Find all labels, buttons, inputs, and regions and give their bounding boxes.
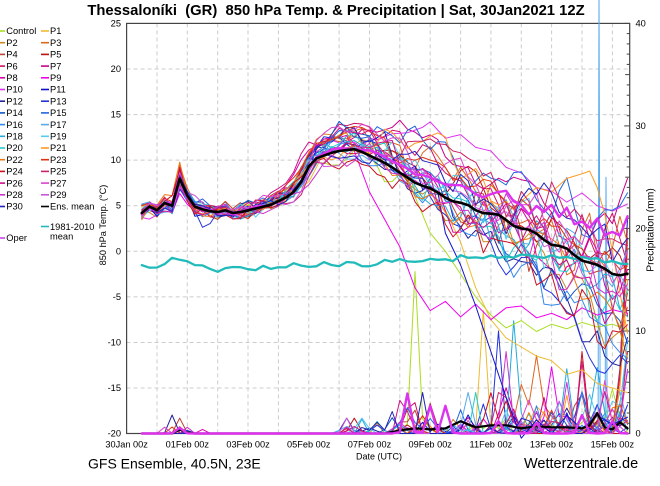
svg-text:P21: P21 bbox=[50, 143, 67, 153]
svg-text:15Feb 00z: 15Feb 00z bbox=[591, 440, 635, 450]
svg-text:P14: P14 bbox=[6, 108, 23, 118]
svg-text:P16: P16 bbox=[6, 120, 23, 130]
svg-text:Precipitation (mm): Precipitation (mm) bbox=[646, 188, 657, 272]
svg-text:P8: P8 bbox=[6, 73, 17, 83]
svg-text:-10: -10 bbox=[108, 337, 121, 347]
svg-text:P30: P30 bbox=[6, 202, 23, 212]
svg-text:P25: P25 bbox=[50, 167, 67, 177]
svg-text:P9: P9 bbox=[50, 73, 61, 83]
svg-text:03Feb 00z: 03Feb 00z bbox=[226, 440, 270, 450]
svg-text:P28: P28 bbox=[6, 190, 23, 200]
svg-text:Oper: Oper bbox=[6, 233, 27, 243]
svg-text:30Jan 00z: 30Jan 00z bbox=[105, 440, 148, 450]
svg-text:05Feb 00z: 05Feb 00z bbox=[287, 440, 331, 450]
svg-text:07Feb 00z: 07Feb 00z bbox=[348, 440, 392, 450]
svg-text:40: 40 bbox=[636, 18, 646, 28]
svg-text:P27: P27 bbox=[50, 178, 67, 188]
svg-text:P17: P17 bbox=[50, 120, 67, 130]
svg-text:P24: P24 bbox=[6, 167, 23, 177]
svg-text:01Feb 00z: 01Feb 00z bbox=[166, 440, 210, 450]
svg-text:P10: P10 bbox=[6, 85, 23, 95]
svg-text:-15: -15 bbox=[108, 383, 121, 393]
svg-text:25: 25 bbox=[111, 18, 121, 28]
svg-text:P2: P2 bbox=[6, 38, 17, 48]
svg-text:-20: -20 bbox=[108, 429, 121, 439]
svg-text:20: 20 bbox=[111, 64, 121, 74]
svg-text:13Feb 00z: 13Feb 00z bbox=[530, 440, 574, 450]
svg-text:30: 30 bbox=[636, 121, 646, 131]
svg-text:10: 10 bbox=[111, 155, 121, 165]
svg-text:P20: P20 bbox=[6, 143, 23, 153]
svg-text:P5: P5 bbox=[50, 50, 61, 60]
svg-text:Control: Control bbox=[6, 26, 36, 36]
svg-text:P3: P3 bbox=[50, 38, 61, 48]
svg-text:P11: P11 bbox=[50, 85, 66, 95]
svg-text:Date (UTC): Date (UTC) bbox=[356, 452, 402, 462]
svg-text:P12: P12 bbox=[6, 96, 23, 106]
svg-text:mean: mean bbox=[50, 232, 73, 242]
svg-text:Thessaloníki (GR) 850 hPa Te: Thessaloníki (GR) 850 hPa Temp. & Precip… bbox=[87, 3, 584, 19]
svg-text:-5: -5 bbox=[113, 292, 121, 302]
svg-text:P13: P13 bbox=[50, 96, 67, 106]
svg-text:Wetterzentrale.de: Wetterzentrale.de bbox=[524, 456, 638, 472]
svg-text:P22: P22 bbox=[6, 155, 23, 165]
svg-text:5: 5 bbox=[116, 201, 121, 211]
svg-text:P19: P19 bbox=[50, 132, 67, 142]
svg-text:P29: P29 bbox=[50, 190, 67, 200]
svg-text:0: 0 bbox=[116, 246, 121, 256]
svg-text:09Feb 00z: 09Feb 00z bbox=[408, 440, 452, 450]
svg-text:P23: P23 bbox=[50, 155, 67, 165]
svg-text:1981-2010: 1981-2010 bbox=[50, 222, 94, 232]
svg-text:P15: P15 bbox=[50, 108, 67, 118]
svg-text:P18: P18 bbox=[6, 132, 23, 142]
svg-text:Ens. mean: Ens. mean bbox=[50, 202, 94, 212]
svg-text:P1: P1 bbox=[50, 26, 61, 36]
svg-text:P6: P6 bbox=[6, 61, 17, 71]
svg-text:11Feb 00z: 11Feb 00z bbox=[470, 440, 513, 450]
svg-text:GFS Ensemble, 40.5N, 23E: GFS Ensemble, 40.5N, 23E bbox=[88, 456, 261, 472]
svg-text:P4: P4 bbox=[6, 50, 17, 60]
svg-text:P26: P26 bbox=[6, 178, 23, 188]
svg-text:850 hPa Temp. (°C): 850 hPa Temp. (°C) bbox=[98, 185, 108, 266]
svg-text:P7: P7 bbox=[50, 61, 61, 71]
svg-text:10: 10 bbox=[636, 326, 646, 336]
svg-text:20: 20 bbox=[636, 223, 646, 233]
svg-text:0: 0 bbox=[636, 429, 641, 439]
svg-text:15: 15 bbox=[111, 110, 121, 120]
